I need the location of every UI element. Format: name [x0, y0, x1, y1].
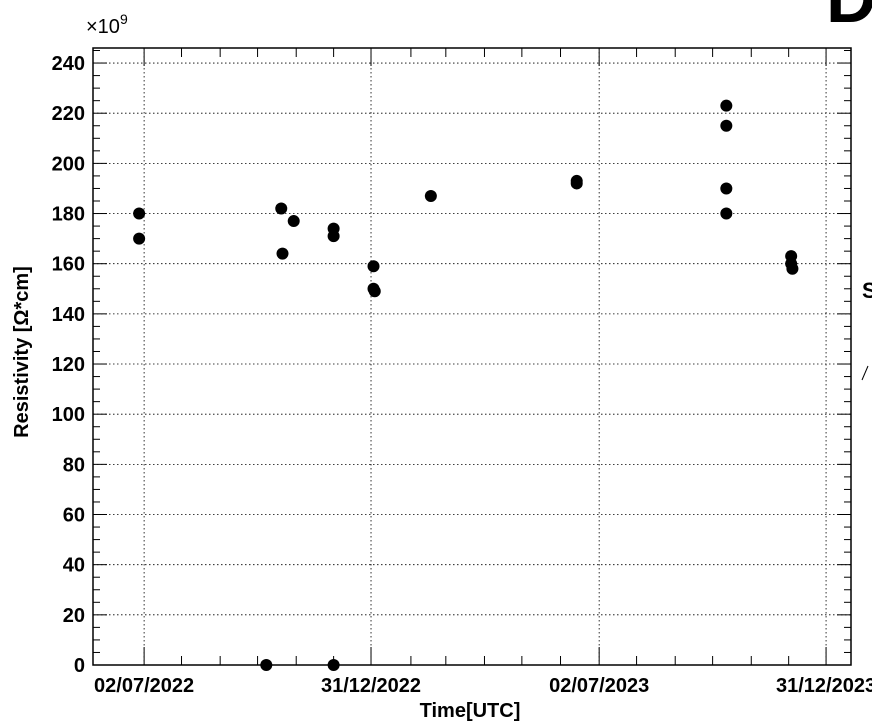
data-point	[570, 177, 583, 190]
data-point	[720, 182, 733, 195]
data-point	[720, 99, 733, 112]
plot-frame	[92, 47, 852, 666]
y-tick-label: 140	[52, 304, 85, 326]
gridlines	[93, 48, 851, 666]
data-point	[367, 260, 380, 273]
x-tick-label: 02/07/2022	[94, 675, 194, 697]
x-tick-label: 31/12/2022	[321, 675, 421, 697]
side-line-fragment	[861, 365, 869, 381]
y-tick-label: 20	[63, 605, 85, 627]
x-tick-label: 02/07/2023	[549, 675, 649, 697]
data-point	[720, 207, 733, 220]
y-tick-label: 160	[52, 254, 85, 276]
y-tick-label: 220	[52, 103, 85, 125]
panel-letter-fragment: D	[826, 0, 872, 37]
y-tick-label: 0	[74, 655, 85, 677]
y-axis-title: Resistivity [Ω*cm]	[11, 266, 33, 438]
y-tick-label: 180	[52, 204, 85, 226]
data-point	[287, 215, 300, 228]
data-point	[327, 230, 340, 243]
data-point	[260, 659, 273, 671]
data-point	[720, 119, 733, 132]
data-point	[275, 202, 288, 215]
y-tick-label: 60	[63, 505, 85, 527]
y-tick-label: 200	[52, 153, 85, 175]
data-point	[786, 262, 799, 275]
x-axis-title: Time[UTC]	[420, 700, 521, 722]
data-point	[424, 189, 437, 202]
y-tick-label: 80	[63, 454, 85, 476]
y-multiplier-label: ×109	[86, 11, 128, 38]
x-axis: 02/07/2022 31/12/2022 02/07/2023 31/12/2023	[94, 48, 872, 697]
x-tick-label: 31/12/2023	[776, 675, 872, 697]
data-point	[368, 285, 381, 298]
y-tick-label: 40	[63, 555, 85, 577]
y-tick-label: 100	[52, 404, 85, 426]
side-text-fragment: S	[862, 278, 872, 303]
data-point	[133, 232, 146, 245]
y-tick-label: 120	[52, 354, 85, 376]
data-point	[276, 247, 289, 260]
data-point	[327, 659, 340, 671]
data-points	[133, 99, 799, 671]
y-axis: 0 20 40 60 80 100 120 140 160 180 200 220 240	[52, 50, 851, 677]
y-tick-label: 240	[52, 53, 85, 75]
data-point	[133, 207, 146, 220]
